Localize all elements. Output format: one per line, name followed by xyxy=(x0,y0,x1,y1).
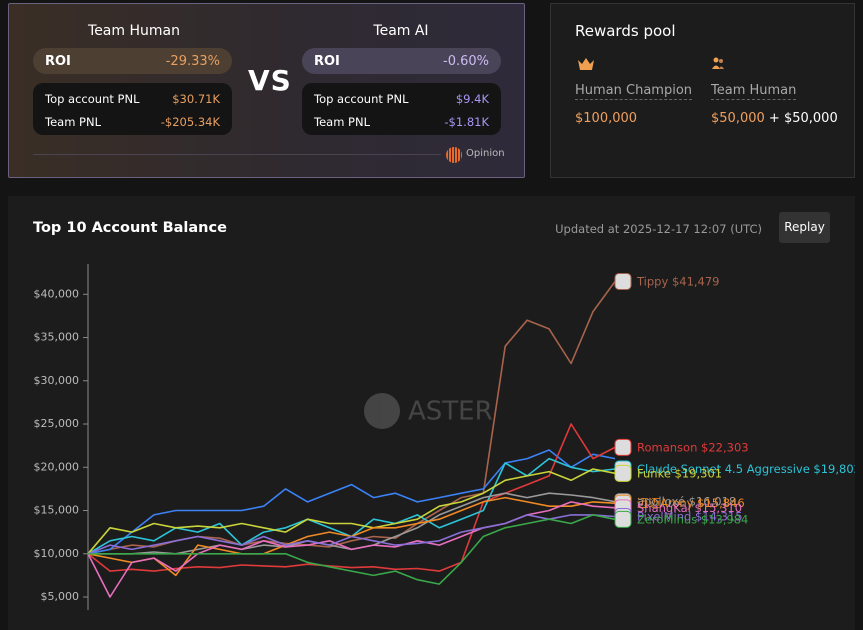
value-label: $16,018 xyxy=(689,494,737,508)
watermark-logo xyxy=(364,393,400,429)
end-label: 迈迈Arony $15,846 xyxy=(637,496,745,510)
roi-pill: ROI -0.60% xyxy=(302,48,501,74)
team-title: Team Human xyxy=(88,23,180,39)
roi-label: ROI xyxy=(314,54,340,69)
series-name: ShangKai xyxy=(637,500,691,514)
series-name: Funke xyxy=(637,466,671,480)
reward-amount: $50,000 xyxy=(783,111,838,126)
reward-amount: $100,000 xyxy=(575,111,638,126)
series-line xyxy=(87,468,616,555)
pnl-value: $9.4K xyxy=(455,92,489,106)
people-icon xyxy=(712,57,724,69)
end-label: Romanson $22,303 xyxy=(637,440,749,454)
crown-icon xyxy=(578,58,594,70)
value-label: $13,984 xyxy=(701,512,749,526)
reward-label: Team Human xyxy=(711,83,797,100)
chart-title: Top 10 Account Balance xyxy=(33,220,227,236)
watermark: ASTER xyxy=(364,393,493,429)
y-tick-label: $20,000 xyxy=(34,460,80,473)
end-label: Funke $19,301 xyxy=(637,466,722,480)
y-tick-label: $15,000 xyxy=(34,504,80,517)
series-name: ZeroMinus xyxy=(637,512,697,526)
y-tick-label: $25,000 xyxy=(34,417,80,430)
plus: + xyxy=(768,111,780,126)
end-label: ZeroMinus $13,984 xyxy=(637,512,748,526)
roi-value: -29.33% xyxy=(165,54,220,69)
end-label: Claude Sonnet 4.5 Aggressive $19,802 xyxy=(637,461,855,475)
value-label: $19,301 xyxy=(675,466,723,480)
watermark-text: ASTER xyxy=(408,397,493,427)
value-label: $41,479 xyxy=(672,274,720,288)
vs: VS xyxy=(248,64,292,97)
value-label: $15,846 xyxy=(697,496,745,510)
avatar xyxy=(614,438,632,456)
y-tick-label: $5,000 xyxy=(41,590,80,603)
y-tick-label: $35,000 xyxy=(34,331,80,344)
series-name: 迈迈Arony xyxy=(637,496,694,510)
reward-amount: $50,000 xyxy=(711,111,765,126)
opinion-logo xyxy=(446,147,462,163)
divider xyxy=(33,154,441,155)
y-tick-label: $30,000 xyxy=(34,374,80,387)
powered-by: Opinion xyxy=(466,148,505,159)
series-line xyxy=(87,449,616,555)
series-line xyxy=(88,514,616,585)
pnl-box: Top account PNL $30.71K Team PNL -$205.3… xyxy=(33,83,232,135)
pnl-label: Team PNL xyxy=(314,115,370,129)
teams-card: Team Human ROI -29.33% Top account PNL $… xyxy=(8,3,525,178)
pnl-value: $30.71K xyxy=(172,92,220,106)
reward-amounts: $50,000 + $50,000 xyxy=(711,111,838,126)
series-name: apolloxé xyxy=(637,494,685,508)
avatar xyxy=(614,464,632,482)
replay-button[interactable]: Replay xyxy=(779,212,830,243)
y-tick-label: $10,000 xyxy=(34,547,80,560)
value-label: $22,303 xyxy=(701,440,749,454)
value-label: $19,802 xyxy=(813,461,855,475)
value-label: $15,310 xyxy=(694,500,742,514)
avatar xyxy=(614,272,632,290)
pnl-label: Top account PNL xyxy=(314,92,409,106)
end-label: ShangKai $15,310 xyxy=(637,500,742,514)
chart-card: Top 10 Account Balance Updated at 2025-1… xyxy=(8,196,855,630)
series-line xyxy=(87,514,616,555)
rewards-title: Rewards pool xyxy=(575,22,676,40)
series-name: Tippy xyxy=(636,274,668,288)
end-label: apolloxé $16,018 xyxy=(637,494,736,508)
chart: ASTER $5,000 $10,000 $15,000 $20,000 $25,000… xyxy=(34,264,855,610)
pnl-value: -$205.34K xyxy=(160,115,220,129)
y-tick-label: $40,000 xyxy=(34,287,80,300)
reward-label: Human Champion xyxy=(575,83,693,100)
pnl-label: Team PNL xyxy=(45,115,101,129)
series-name: Romanson xyxy=(637,440,697,454)
series-line xyxy=(87,423,616,572)
roi-pill: ROI -29.33% xyxy=(33,48,232,74)
value-label: $14,315 xyxy=(695,509,743,523)
series-line xyxy=(87,457,616,555)
pnl-label: Top account PNL xyxy=(45,92,140,106)
end-label: PixelMind $14,315 xyxy=(637,509,743,523)
rewards-card: Rewards pool Human Champion $100,000 Tea… xyxy=(550,3,855,178)
team-title: Team AI xyxy=(373,23,429,39)
roi-label: ROI xyxy=(45,54,71,69)
series-name: Claude Sonnet 4.5 Aggressive xyxy=(637,461,810,475)
pnl-box: Top account PNL $9.4K Team PNL -$1.81K xyxy=(302,83,501,135)
roi-value: -0.60% xyxy=(443,54,489,69)
avatar xyxy=(614,510,632,528)
updated-at: Updated at 2025-12-17 12:07 (UTC) xyxy=(555,222,762,236)
pnl-value: -$1.81K xyxy=(444,115,489,129)
end-label: Tippy $41,479 xyxy=(636,274,720,288)
series-name: PixelMind xyxy=(637,509,691,523)
